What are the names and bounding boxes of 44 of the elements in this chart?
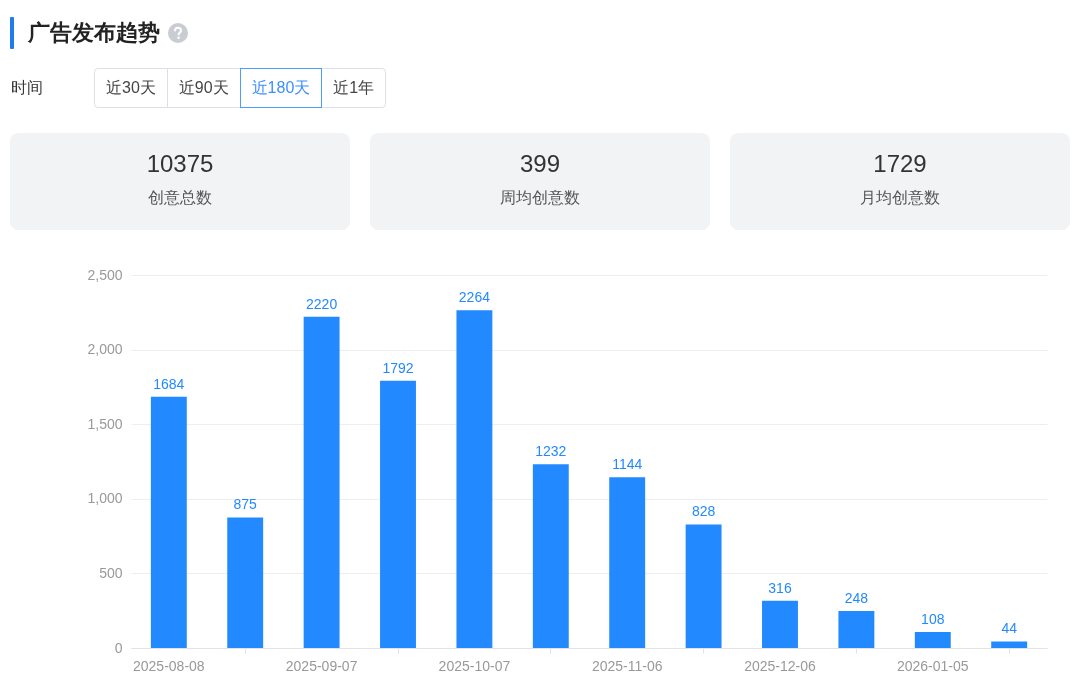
- x-tick-label: 2025-08-08: [133, 657, 205, 674]
- bar: [609, 477, 646, 648]
- range-tab-button[interactable]: 近1年: [321, 68, 387, 108]
- data-label: 1792: [382, 359, 414, 376]
- data-label: 1144: [612, 456, 643, 473]
- y-tick-label: 500: [99, 564, 123, 581]
- x-tick-label: 2026-01-05: [896, 657, 969, 674]
- bar: [762, 600, 798, 648]
- data-label: 828: [691, 503, 716, 520]
- bar: [991, 641, 1028, 648]
- x-tick-label: 2025-12-06: [744, 657, 817, 674]
- data-label: 316: [768, 579, 792, 596]
- data-label: 44: [1001, 620, 1018, 637]
- data-label: 108: [921, 610, 945, 627]
- data-label: 1232: [535, 443, 567, 460]
- bar: [150, 396, 187, 648]
- text: 时间: [11, 78, 43, 98]
- bar: [303, 316, 340, 648]
- x-tick-label: 2025-10-07: [438, 657, 511, 674]
- y-tick-label: 2,500: [87, 266, 123, 283]
- range-tab-button[interactable]: 近30天: [94, 68, 168, 108]
- stat-card: 399 周均创意数: [370, 133, 710, 230]
- x-tick-label: 2025-09-07: [285, 657, 358, 674]
- stat-card: 1729 月均创意数: [730, 133, 1070, 230]
- bar: [914, 631, 951, 648]
- bar: [532, 464, 569, 648]
- data-label: 1684: [153, 375, 185, 392]
- y-tick-label: 2,000: [87, 341, 123, 358]
- range-tab-button[interactable]: 近90天: [166, 68, 241, 108]
- bar: [685, 524, 722, 648]
- y-tick-label: 1,500: [87, 415, 123, 432]
- bar: [227, 517, 264, 648]
- data-label: 2220: [306, 295, 338, 312]
- bar: [838, 611, 875, 648]
- bar: [380, 380, 416, 648]
- y-tick-label: 1,000: [87, 490, 123, 507]
- x-tick-label: 2025-11-06: [591, 657, 663, 674]
- y-tick-label: 0: [114, 639, 123, 656]
- data-label: 875: [233, 496, 258, 513]
- stat-card: 10375 创意总数: [10, 133, 350, 230]
- text: 广告发布趋势: [28, 19, 160, 47]
- data-label: 248: [844, 590, 869, 606]
- bar: [456, 310, 493, 648]
- data-label: 2264: [458, 289, 491, 306]
